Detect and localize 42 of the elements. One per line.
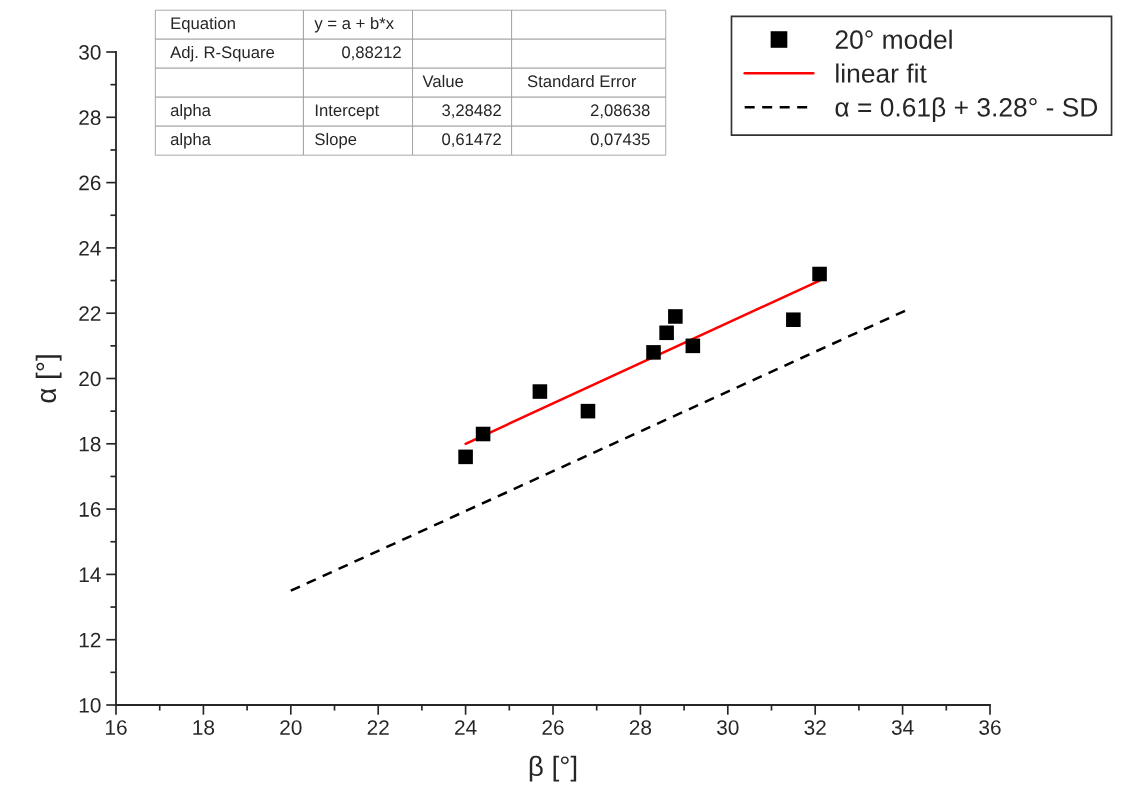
point: [458, 449, 473, 465]
y-tick-label: 28: [79, 110, 101, 126]
point: [786, 312, 801, 328]
y-tick-label: 26: [79, 175, 101, 191]
x-tick-label: 34: [891, 720, 914, 735]
y-tick-label: 22: [79, 306, 101, 321]
y-tick-label: 20: [79, 371, 101, 387]
text: alpha Slope 0,61472 0,07435: [170, 132, 650, 149]
text: Adj. R-Square 0,88212: [170, 45, 401, 62]
x-tick-label: 30: [717, 720, 739, 735]
x-tick-label: 24: [455, 720, 477, 735]
x-tick-label: 36: [979, 720, 1001, 735]
x-tick-label: 26: [542, 720, 564, 735]
point: [646, 345, 661, 360]
point: [532, 384, 548, 399]
legend-label: 20° model: [835, 29, 952, 50]
text: Value Standard Error: [422, 74, 637, 88]
x-axis-title: β [°]: [529, 755, 577, 782]
point: [580, 403, 596, 419]
x-tick-label: 18: [193, 720, 215, 735]
point: [668, 309, 683, 324]
y-tick-label: 12: [79, 632, 101, 648]
y-tick-label: 10: [79, 698, 101, 713]
x-tick-label: 28: [629, 720, 652, 735]
x-tick-label: 20: [280, 720, 302, 735]
y-tick-label: 18: [79, 436, 101, 452]
point: [475, 426, 491, 442]
point: [812, 266, 827, 282]
point: [685, 338, 701, 354]
y-tick-label: 30: [79, 45, 101, 60]
y-tick-label: 24: [79, 240, 101, 256]
point: [659, 325, 674, 341]
text: Equation y = a + b*x: [171, 16, 394, 33]
legend-label: linear fit: [836, 63, 927, 83]
x-tick-label: 16: [106, 720, 127, 735]
y-tick-label: 14: [79, 567, 101, 582]
y-tick-label: 16: [79, 502, 101, 517]
text: alpha Intercept 3,28482 2,08638: [170, 103, 650, 120]
x-tick-label: 22: [367, 720, 389, 735]
legend-label: α = 0.61β + 3.28° - SD: [835, 97, 1098, 122]
y-axis-title: α [°]: [35, 355, 62, 403]
x-tick-label: 32: [804, 720, 826, 735]
